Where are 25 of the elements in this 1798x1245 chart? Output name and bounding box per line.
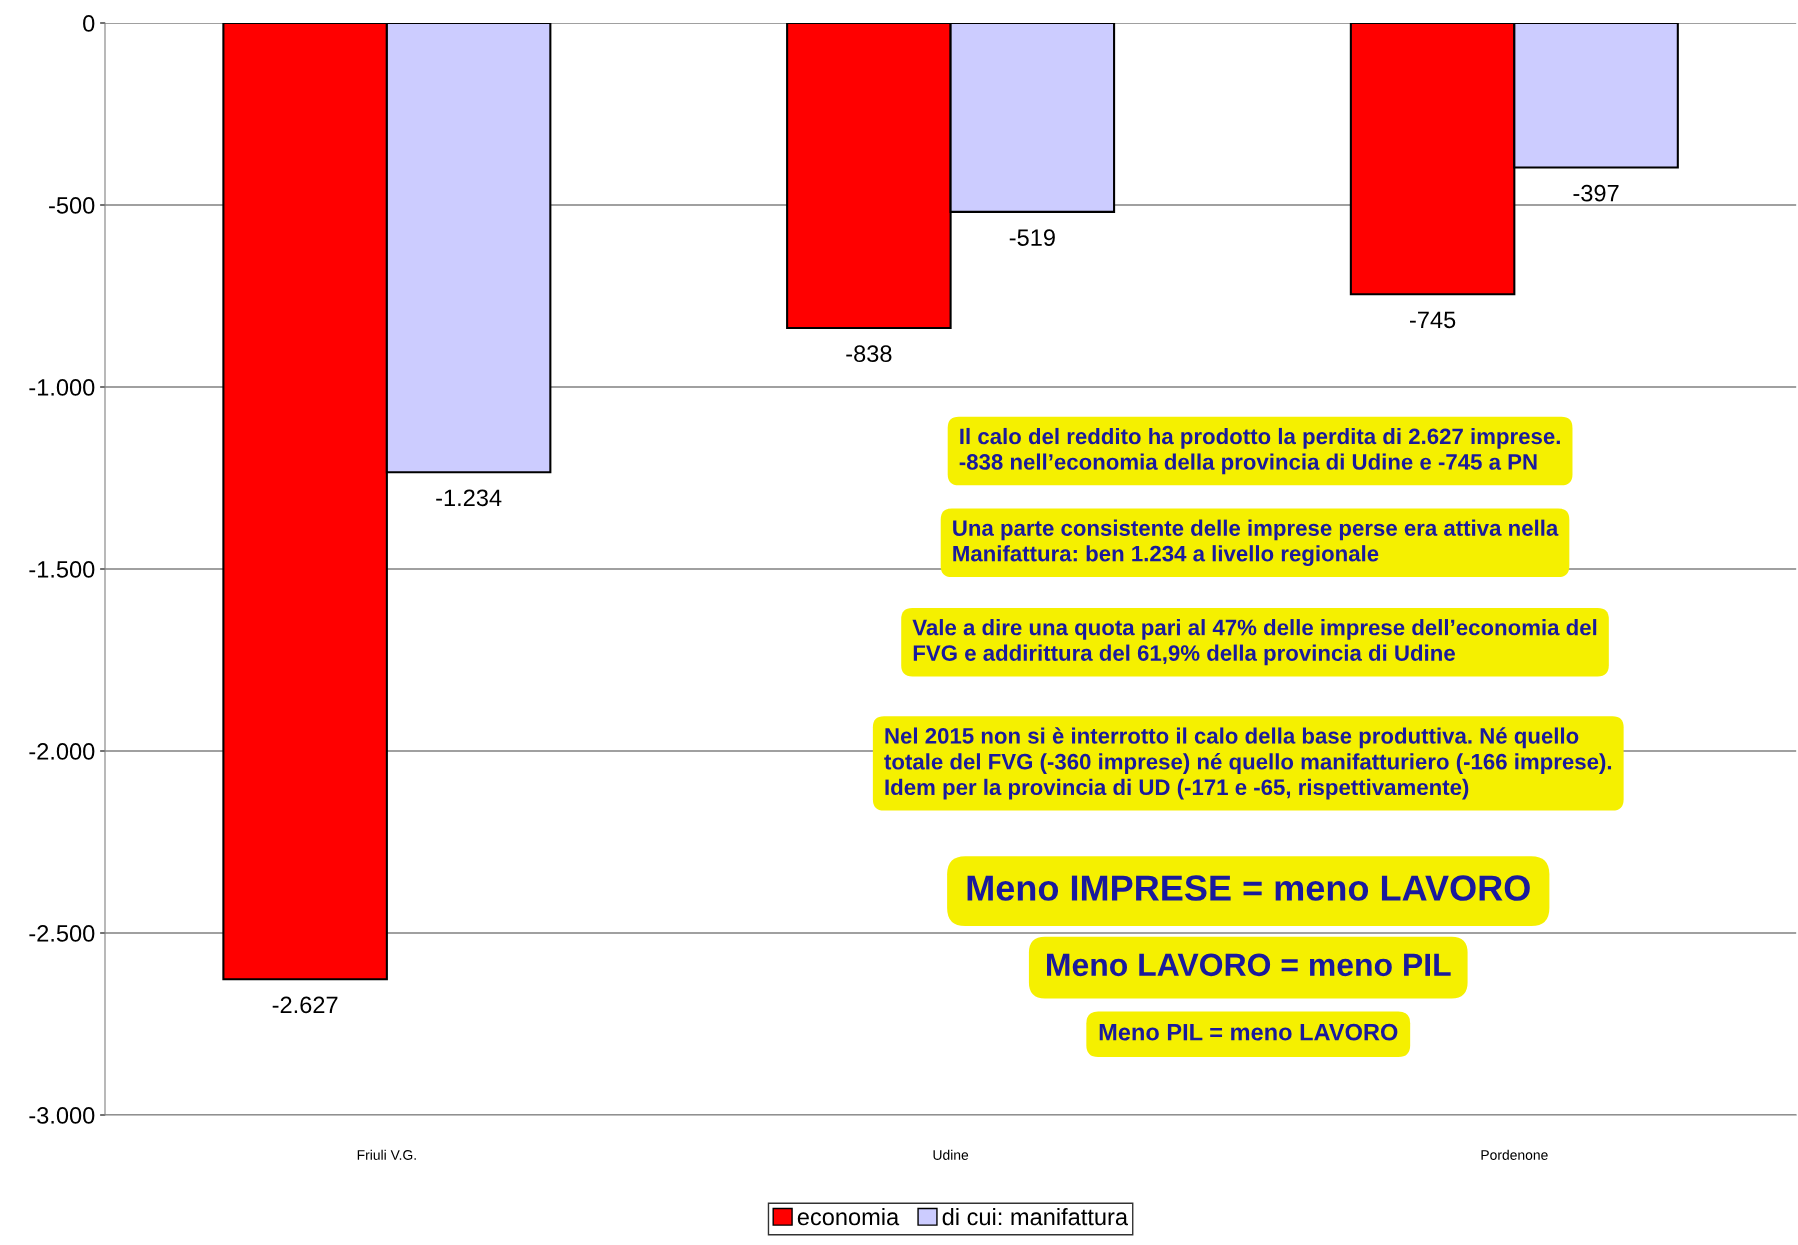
data-label: -838 — [846, 345, 892, 363]
annotation: Vale a dire una quota pari al 47% delle imprese dell’economia del FVG e addirittura del 61,9% della provincia di Udine — [912, 619, 1597, 666]
y-tick-label: -500 — [49, 197, 95, 214]
data-label: -745 — [1410, 311, 1456, 329]
y-tick-label: -2.500 — [29, 925, 95, 942]
annotation: Meno LAVORO = meno PIL — [1047, 953, 1451, 977]
annotation: Meno PIL = meno LAVORO — [1099, 1023, 1398, 1041]
data-label: -519 — [1009, 229, 1055, 246]
annotation: Una parte consistente delle imprese perse era attiva nella Manifattura: ben 1.234 a livello regionale — [953, 519, 1559, 566]
y-tick-label: -1.000 — [29, 379, 95, 396]
y-tick-label: -2.000 — [29, 743, 95, 760]
annotation: Meno IMPRESE = meno LAVORO — [967, 875, 1530, 901]
y-tick-label: -3.000 — [29, 1107, 95, 1124]
x-tick-label: Udine — [933, 1149, 969, 1160]
x-tick-label: Pordenone — [1481, 1149, 1548, 1160]
x-tick-label: Friuli V.G. — [357, 1149, 416, 1160]
annotation: Il calo del reddito ha prodotto la perdita di 2.627 imprese. -838 nell’economia della provincia di Udine e -745 a PN — [959, 427, 1560, 475]
data-label: -1.234 — [436, 489, 502, 507]
data-label: -397 — [1573, 184, 1619, 202]
y-tick-label: 0 — [83, 15, 95, 32]
y-tick-label: -1.500 — [29, 561, 95, 578]
data-label: -2.627 — [272, 996, 338, 1014]
legend-label: di cui: manifattura — [942, 1207, 1129, 1226]
legend-label: economia — [797, 1207, 900, 1226]
annotation: Nel 2015 non si è interrotto il calo della base produttiva. Né quello totale del FVG (-360 imprese) né quello manifatturiero (-166 imprese). Idem per la provincia di UD (-171 e -65, rispettivamente) — [884, 727, 1612, 800]
